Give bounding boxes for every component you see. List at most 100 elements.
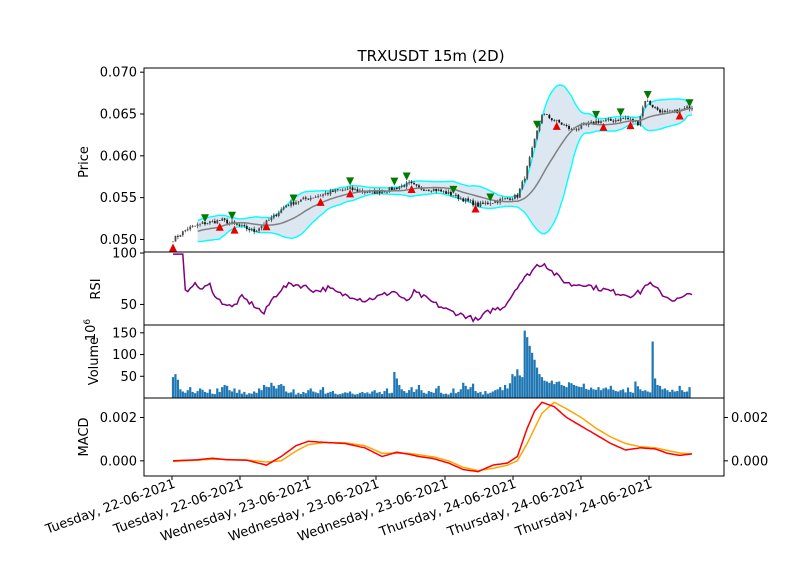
candle-body — [602, 120, 605, 122]
volume-bar — [272, 385, 275, 398]
candle-body — [413, 183, 415, 185]
volume-panel: 50 100 150 Volume 106 — [83, 319, 725, 399]
bollinger-middle-line — [197, 107, 692, 232]
volume-bar — [309, 388, 312, 398]
volume-bar — [299, 394, 303, 398]
middle-band — [197, 107, 692, 232]
volume-bar — [267, 387, 271, 398]
candle-body — [504, 198, 506, 199]
volume-bar — [378, 391, 381, 398]
volume-bar — [412, 391, 416, 398]
volume-bar — [248, 393, 251, 398]
buy-signal-marker — [346, 189, 355, 198]
volume-bar — [403, 391, 406, 398]
volume-bar — [435, 388, 438, 398]
candle-body — [627, 117, 629, 120]
volume-bar — [400, 389, 403, 398]
candle-body — [366, 192, 369, 194]
volume-bar — [307, 390, 310, 398]
volume-bar — [174, 374, 177, 398]
candle-body — [280, 209, 283, 213]
volume-bar — [457, 391, 460, 398]
volume-bar — [194, 393, 197, 398]
candle-body — [523, 178, 526, 182]
candle-body — [644, 101, 647, 108]
sell-signal-marker — [616, 108, 625, 117]
sell-signal-marker — [200, 214, 209, 223]
volume-bar — [619, 390, 622, 398]
candle-body — [179, 235, 182, 237]
candle-body — [386, 192, 388, 193]
candle-body — [536, 130, 538, 139]
volume-bar — [462, 382, 465, 398]
volume-bar — [631, 392, 635, 398]
volume-bar — [420, 390, 423, 398]
volume-bar — [208, 389, 212, 398]
candle-body — [427, 189, 430, 191]
volume-bar — [678, 385, 681, 398]
volume-bar — [597, 387, 600, 398]
macd-line — [172, 401, 693, 473]
volume-bar — [380, 394, 384, 398]
volume-bar — [358, 392, 362, 398]
candle-body — [659, 109, 661, 113]
volume-bar — [221, 387, 224, 398]
volume-bar — [287, 392, 290, 398]
candle-body — [208, 221, 211, 224]
volume-bar — [511, 374, 514, 398]
candle-body — [393, 187, 396, 191]
volume-bar — [312, 391, 315, 398]
candle-body — [575, 129, 578, 131]
volume-bar — [179, 389, 182, 398]
candle-body — [514, 194, 516, 199]
volume-bar — [494, 390, 497, 398]
candle-body — [570, 128, 573, 130]
volume-bar — [644, 390, 647, 398]
volume-bar — [449, 392, 453, 398]
volume-bar — [476, 392, 480, 398]
bollinger-bands — [197, 84, 693, 243]
candle-body — [422, 189, 425, 191]
volume-bar — [314, 392, 317, 398]
candlesticks — [172, 99, 693, 243]
volume-bar — [545, 381, 548, 398]
candle-body — [511, 198, 514, 200]
volume-bar — [636, 386, 639, 398]
volume-bar — [592, 389, 595, 398]
candle-body — [381, 191, 383, 194]
candle-body — [457, 194, 460, 199]
candle-body — [189, 226, 192, 230]
candle-body — [612, 120, 615, 122]
candle-body — [359, 190, 361, 192]
candle-body — [607, 118, 610, 120]
candle-body — [236, 223, 238, 225]
volume-bar — [218, 391, 221, 398]
candle-body — [636, 121, 639, 126]
volume-bar — [587, 389, 590, 398]
volume-bar — [484, 391, 487, 398]
volume-bar — [663, 388, 667, 398]
candle-body — [582, 124, 585, 126]
volume-bar — [548, 382, 551, 398]
volume-bar — [486, 393, 489, 398]
y-tick-label: 0.002 — [100, 411, 137, 426]
y-tick-label: 50 — [120, 370, 137, 385]
volume-bar — [334, 393, 337, 398]
volume-bar — [518, 375, 521, 398]
volume-bar — [535, 367, 539, 398]
candle-body — [469, 200, 472, 202]
sell-signal-marker — [346, 177, 355, 186]
candle-body — [388, 187, 391, 193]
volume-bar — [230, 391, 234, 398]
volume-bar — [235, 392, 239, 398]
volume-bar — [629, 391, 632, 398]
rsi-series — [173, 253, 693, 323]
volume-bar — [604, 387, 608, 398]
candle-body — [565, 124, 568, 126]
candle-body — [622, 118, 625, 119]
candle-body — [373, 190, 376, 194]
volume-bar — [508, 383, 512, 398]
candle-body — [314, 196, 317, 198]
chart-title: TRXUSDT 15m (2D) — [356, 47, 504, 65]
